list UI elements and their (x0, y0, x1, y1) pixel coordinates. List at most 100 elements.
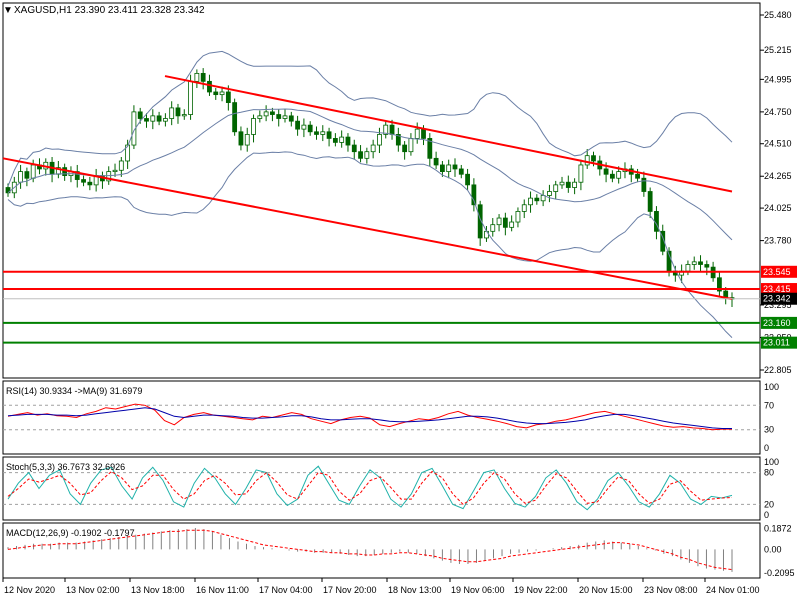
candle-body (609, 173, 615, 179)
time-tick-label: 17 Nov 04:00 (259, 585, 313, 595)
level-badge (761, 336, 797, 349)
candle-body (496, 217, 502, 226)
candle-body (471, 184, 477, 206)
time-tick-label: 20 Nov 15:00 (579, 585, 633, 595)
price-axis: 25.480 25.215 24.995 24.750 24.510 24.265 24.0… (760, 10, 797, 375)
candle-body (332, 138, 338, 143)
axis-tick-label: 0 (764, 443, 769, 453)
time-tick-label: 24 Nov 01:00 (706, 585, 760, 595)
candle-body (528, 197, 533, 206)
candle-body (251, 118, 256, 135)
time-tick-label: 17 Nov 20:00 (323, 585, 377, 595)
candle-body (320, 131, 326, 135)
candle-body (169, 107, 175, 119)
candle-body (433, 157, 439, 166)
candle-body (408, 138, 414, 153)
candle-body (232, 102, 238, 133)
candle-body (521, 204, 527, 212)
bollinger-upper (7, 50, 733, 187)
price-tick-label: 24.025 (764, 203, 792, 213)
candle-body (118, 160, 124, 171)
axis-tick-label: 70 (764, 400, 774, 410)
candle-body (188, 80, 193, 115)
axis-tick-label: 100 (764, 457, 779, 467)
series-rsi-14- (7, 403, 732, 431)
candle-body (572, 181, 578, 188)
level-badge-label: 23.415 (763, 284, 791, 294)
candle-body (282, 115, 288, 119)
candle-body (578, 164, 584, 183)
level-badge-label: 23.160 (763, 318, 791, 328)
series--d (7, 470, 733, 506)
series--k (7, 465, 733, 511)
main-frame (2, 2, 761, 379)
current-price-badge (761, 292, 797, 305)
candle-body (654, 211, 659, 232)
candle-body (421, 128, 426, 139)
time-axis: 12 Nov 2020 13 Nov 02:00 13 Nov 18:00 16 No… (2, 578, 760, 595)
candle-body (698, 261, 703, 265)
candle-body (270, 111, 275, 115)
candle-body (257, 115, 263, 119)
candle-body (207, 80, 212, 93)
level-badge-label: 23.545 (763, 267, 791, 277)
channel-upper (164, 75, 733, 193)
candle-body (427, 138, 433, 159)
price-chart[interactable] (2, 50, 760, 344)
candle-body (326, 131, 332, 139)
axis-tick-label: -0.2095 (764, 568, 795, 578)
candle-body (87, 181, 93, 186)
candle-body (162, 118, 168, 122)
stoch-label: Stoch(5,3,3) 36.7673 32.6926 (6, 462, 125, 472)
macd-label: MACD(12,26,9) -0.1902 -0.1797 (6, 528, 135, 538)
candle-body (194, 72, 200, 82)
candle-body (414, 128, 420, 139)
candle-body (18, 171, 23, 183)
candle-body (288, 115, 294, 122)
stoch-frame (2, 456, 761, 521)
candle-body (660, 230, 666, 252)
candle-body (534, 197, 540, 202)
candle-body (377, 134, 382, 146)
candle-body (345, 136, 351, 146)
time-tick-label: 23 Nov 08:00 (644, 585, 698, 595)
axis-tick-label: 100 (764, 382, 779, 392)
candle-body (30, 164, 36, 179)
candle-body (452, 164, 458, 170)
macd-panel[interactable]: 0.1872 0.00 -0.2095 (7, 523, 795, 578)
triangle-down-icon[interactable]: ▼ (3, 5, 13, 16)
price-tick-label: 24.995 (764, 74, 792, 84)
macd-signal-line (7, 529, 733, 571)
price-tick-label: 24.750 (764, 107, 792, 117)
candle-body (383, 124, 389, 135)
time-tick-label: 16 Nov 11:00 (196, 585, 249, 595)
candle-body (641, 177, 647, 192)
candle-body (156, 115, 162, 122)
price-tick-label: 22.805 (764, 365, 792, 375)
price-tick-label: 23.295 (764, 300, 792, 310)
candle-body (647, 191, 653, 212)
macd-frame (2, 522, 761, 579)
time-tick-label: 13 Nov 02:00 (66, 585, 120, 595)
candle-body (477, 204, 483, 239)
candle-body (547, 191, 552, 196)
candle-body (244, 134, 250, 146)
price-tick-label: 24.265 (764, 171, 792, 181)
candle-body (175, 107, 181, 117)
channel-lower (2, 157, 733, 300)
candle-body (616, 171, 622, 179)
candle-body (584, 155, 590, 166)
candle-body (509, 221, 515, 228)
candle-body (307, 124, 313, 133)
candle-body (74, 171, 80, 180)
candle-body (502, 217, 508, 228)
current-price-label: 23.342 (763, 294, 791, 304)
candle-body (364, 151, 370, 159)
rsi-label: RSI(14) 30.9334 ->MA(9) 31.6979 (6, 386, 142, 396)
rsi-panel[interactable]: 100 70 30 0 (3, 382, 779, 453)
candle-body (263, 111, 269, 117)
rsi-frame (2, 380, 761, 455)
axis-tick-label: 20 (764, 499, 774, 509)
